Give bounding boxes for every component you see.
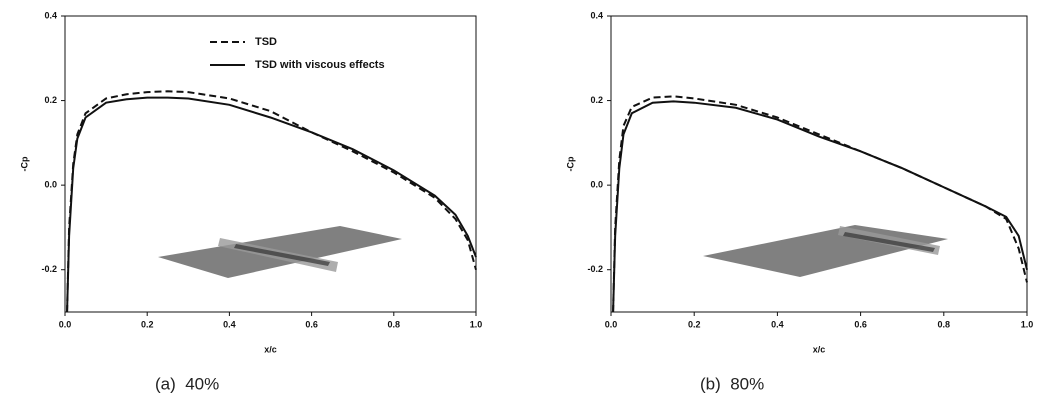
- legend-label: TSD: [255, 36, 277, 48]
- x-tick-label: 0.6: [305, 319, 318, 329]
- legend-label: TSD with viscous effects: [255, 59, 385, 71]
- y-tick-label: 0.2: [590, 95, 603, 105]
- y-tick-label: 0.0: [590, 180, 603, 190]
- y-tick-label: -0.2: [41, 264, 57, 274]
- plot-frame: [610, 15, 1028, 313]
- y-tick-label: -0.2: [587, 264, 603, 274]
- line-series: [66, 90, 477, 313]
- x-tick-label: 0.0: [605, 319, 618, 329]
- y-axis-label: -Cp: [565, 156, 575, 171]
- line-series: [66, 96, 477, 313]
- x-tick-label: 1.0: [470, 319, 483, 329]
- caption: (b) 80%: [700, 374, 764, 393]
- x-axis-label: x/c: [813, 344, 826, 354]
- panel: 0.0 0.2 0.4 0.6 0.8 1.0 -0.2 0.0 0.2 0.4 x/c -Cp (a)…: [19, 10, 482, 393]
- panel: 0.0 0.2 0.4 0.6 0.8 1.0 -0.2 0.0 0.2 0.4 x/c -Cp (b)…: [565, 10, 1033, 393]
- y-tick-label: 0.0: [44, 180, 57, 190]
- x-tick-label: 0.8: [388, 319, 401, 329]
- x-tick-label: 0.2: [688, 319, 701, 329]
- x-tick-label: 0.8: [938, 319, 951, 329]
- wing-inset-a: [158, 226, 402, 278]
- caption: (a) 40%: [155, 374, 219, 393]
- line-series: [612, 95, 1028, 313]
- y-tick-label: 0.4: [590, 10, 603, 20]
- x-tick-label: 0.4: [223, 319, 236, 329]
- x-tick-label: 0.0: [59, 319, 72, 329]
- x-tick-label: 0.4: [771, 319, 784, 329]
- x-axis-label: x/c: [264, 344, 277, 354]
- y-tick-label: 0.2: [44, 95, 57, 105]
- wing-inset-b: [703, 225, 948, 277]
- x-tick-label: 1.0: [1021, 319, 1034, 329]
- x-tick-label: 0.2: [141, 319, 154, 329]
- y-axis-label: -Cp: [19, 156, 29, 171]
- plot-frame: [64, 15, 477, 313]
- line-series: [612, 100, 1028, 313]
- y-tick-label: 0.4: [44, 10, 57, 20]
- x-tick-label: 0.6: [854, 319, 867, 329]
